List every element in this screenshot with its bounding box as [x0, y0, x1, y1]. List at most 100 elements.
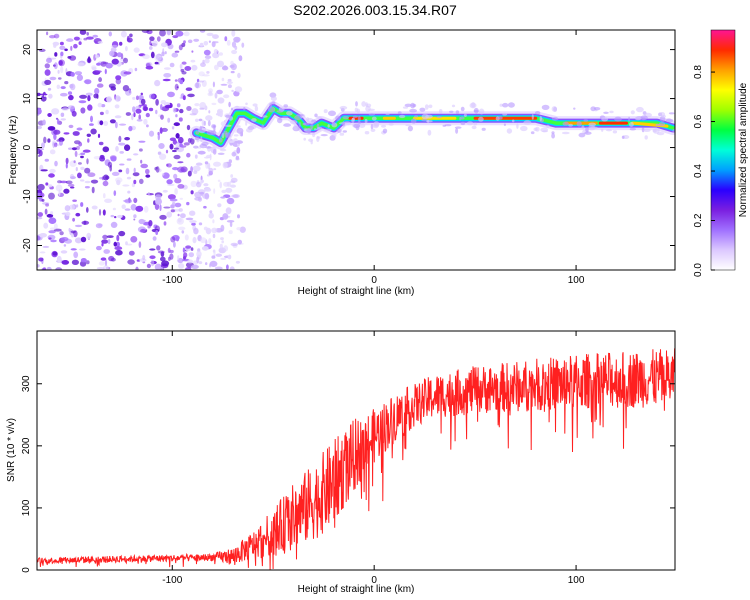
- noise-blob: [190, 166, 194, 173]
- ridge-speckle: [355, 101, 358, 107]
- ridge-speckle: [306, 128, 312, 135]
- noise-blob: [222, 213, 229, 220]
- noise-blob: [97, 133, 101, 138]
- noise-blob: [114, 104, 120, 109]
- ridge-speckle: [436, 116, 443, 119]
- ridge-speckle: [535, 111, 541, 115]
- noise-blob: [58, 189, 61, 196]
- noise-blob: [199, 102, 207, 109]
- noise-blob: [230, 177, 238, 183]
- noise-blob: [60, 66, 64, 74]
- noise-blob: [150, 51, 155, 59]
- ridge-speckle: [206, 130, 214, 136]
- ridge-speckle: [652, 129, 657, 133]
- noise-blob: [50, 211, 54, 215]
- noise-blob: [164, 67, 171, 70]
- noise-blob: [233, 134, 239, 137]
- noise-blob: [226, 40, 231, 46]
- noise-blob: [60, 250, 68, 254]
- noise-blob: [140, 92, 143, 96]
- colorbar: 0.0 0.2 0.4 0.6 0.8 Normalized spectral ampl…: [693, 29, 749, 277]
- noise-blob: [226, 264, 229, 270]
- noise-blob: [140, 98, 146, 105]
- noise-blob: [225, 207, 232, 215]
- ridge-speckle: [606, 129, 612, 132]
- noise-blob: [223, 245, 229, 252]
- noise-blob: [167, 91, 175, 98]
- noise-blob: [52, 41, 60, 46]
- ridge-speckle: [576, 121, 582, 127]
- snr-ticks: -100 0 100 0 100 200 300: [21, 331, 675, 586]
- noise-blob: [70, 72, 75, 77]
- noise-blob: [124, 137, 130, 141]
- ridge-speckle: [578, 132, 586, 138]
- ridge-speckle: [601, 128, 604, 132]
- noise-blob: [196, 250, 202, 258]
- ridge-speckle: [328, 110, 336, 117]
- noise-blob: [133, 47, 140, 53]
- ridge-speckle: [643, 128, 651, 132]
- noise-blob: [44, 208, 48, 215]
- noise-blob: [65, 163, 68, 169]
- ridge-speckle: [628, 116, 631, 122]
- ridge-speckle: [629, 127, 636, 131]
- noise-blob: [113, 241, 118, 247]
- noise-blob: [174, 50, 180, 53]
- ridge-speckle: [511, 119, 515, 123]
- noise-blob: [166, 30, 171, 36]
- noise-blob: [47, 113, 52, 117]
- ridge-speckle: [333, 134, 337, 137]
- ridge-speckle: [425, 114, 433, 119]
- noise-blob: [177, 213, 180, 217]
- noise-blob: [138, 218, 145, 225]
- snr-ytick-label: 0: [21, 567, 32, 573]
- noise-blob: [175, 133, 180, 139]
- noise-blob: [179, 143, 183, 148]
- noise-blob: [201, 246, 209, 251]
- ridge-speckle: [218, 137, 223, 143]
- noise-blob: [93, 93, 99, 99]
- noise-blob: [131, 183, 135, 188]
- noise-blob: [211, 227, 218, 234]
- noise-blob: [235, 38, 240, 43]
- noise-blob: [149, 93, 155, 100]
- ridge-speckle: [342, 121, 346, 127]
- noise-blob: [60, 92, 68, 97]
- ridge-speckle: [335, 115, 341, 121]
- noise-blob: [161, 51, 165, 57]
- ridge-speckle: [312, 132, 316, 138]
- noise-blob: [198, 118, 203, 122]
- noise-blob: [148, 220, 153, 227]
- noise-blob: [95, 223, 103, 229]
- noise-blob: [106, 96, 112, 103]
- noise-blob: [185, 267, 192, 270]
- noise-blob: [53, 62, 58, 70]
- ridge-speckle: [196, 140, 200, 143]
- noise-blob: [190, 190, 194, 195]
- snr-xtick-label: 100: [568, 575, 585, 586]
- noise-blob: [121, 204, 126, 209]
- noise-blob: [178, 226, 186, 231]
- ridge-speckle: [195, 118, 199, 123]
- ridge-speckle: [303, 137, 307, 141]
- noise-blob: [228, 159, 232, 164]
- noise-blob: [56, 84, 60, 90]
- noise-blob: [67, 56, 72, 59]
- spectrogram-ytick-label: 20: [22, 44, 33, 56]
- noise-blob: [135, 266, 139, 270]
- ridge-speckle: [193, 145, 199, 149]
- noise-blob: [197, 189, 206, 194]
- noise-blob: [40, 169, 48, 172]
- noise-blob: [170, 236, 176, 243]
- ridge-speckle: [212, 125, 216, 128]
- ridge-speckle: [245, 102, 248, 106]
- noise-blob: [56, 255, 62, 263]
- noise-blob: [159, 204, 162, 212]
- noise-blob: [98, 261, 105, 266]
- noise-blob: [208, 238, 212, 245]
- noise-blob: [206, 32, 214, 37]
- noise-blob: [167, 194, 176, 200]
- noise-blob: [56, 118, 60, 125]
- noise-blob: [125, 243, 133, 246]
- ridge-speckle: [310, 140, 313, 145]
